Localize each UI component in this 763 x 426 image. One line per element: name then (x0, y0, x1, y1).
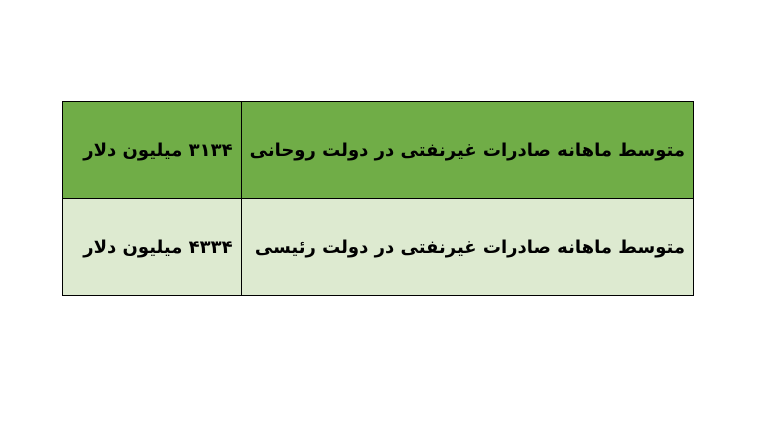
row-value: ۴۳۳۴ میلیون دلار (62, 198, 242, 296)
comparison-table: متوسط ماهانه صادرات غیرنفتی در دولت روحا… (62, 101, 695, 296)
row-label: متوسط ماهانه صادرات غیرنفتی در دولت روحا… (240, 101, 695, 199)
table-row-rouhani: متوسط ماهانه صادرات غیرنفتی در دولت روحا… (62, 101, 695, 199)
row-label: متوسط ماهانه صادرات غیرنفتی در دولت رئیس… (240, 198, 695, 296)
table-row-raisi: متوسط ماهانه صادرات غیرنفتی در دولت رئیس… (62, 198, 695, 296)
row-value: ۳۱۳۴ میلیون دلار (62, 101, 242, 199)
